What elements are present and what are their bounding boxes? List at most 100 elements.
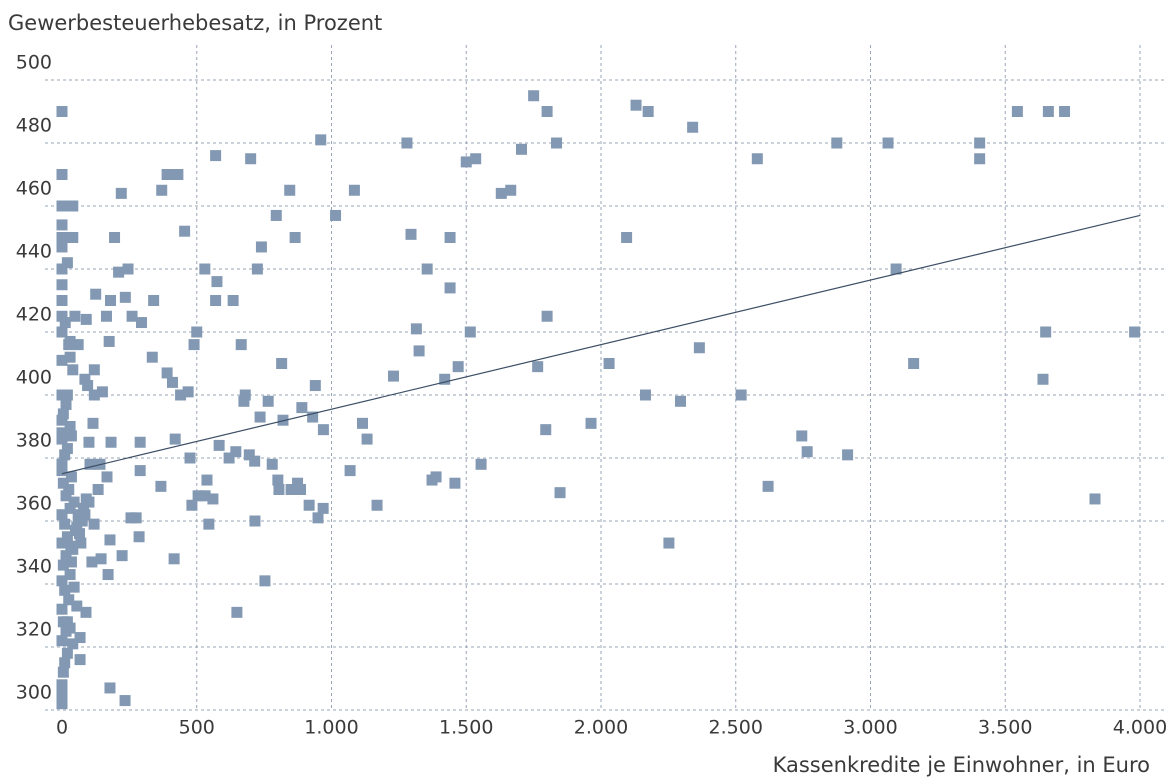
point [56,465,68,477]
point [1059,106,1071,117]
point [460,156,472,168]
point [64,502,76,514]
point [249,515,261,527]
point [1129,326,1141,338]
point [63,484,75,495]
point [56,414,68,426]
point [134,465,146,477]
point [67,232,79,243]
point [495,187,507,199]
x-tick-label: 500 [179,717,215,739]
point [65,556,77,568]
point [639,389,651,401]
point [65,430,77,442]
point [439,373,451,385]
point [908,358,920,369]
point [213,439,225,451]
point [56,537,68,549]
point [203,518,215,530]
point [245,153,257,165]
point [254,411,266,423]
point [249,455,261,467]
point [413,345,425,357]
point [161,367,173,379]
point [64,421,76,432]
point [133,531,145,543]
point [585,417,597,429]
point [630,99,642,111]
point [103,335,115,347]
y-tick-label: 500 [16,52,52,74]
point [61,389,73,401]
point [199,490,211,502]
point [295,484,307,495]
point [882,137,894,149]
y-tick-label: 380 [16,430,52,452]
point [344,465,356,477]
point [551,137,563,149]
point [56,433,68,445]
point [540,424,552,436]
point [470,153,482,165]
point [74,528,86,540]
point [56,354,68,366]
point [371,499,383,511]
y-tick-label: 420 [16,304,52,326]
point [387,370,399,382]
point [675,395,687,407]
point [101,471,113,483]
point [238,395,250,407]
point [76,515,88,527]
point [56,458,68,470]
chart-title: Gewerbesteuerhebesatz, in Prozent [8,11,382,35]
point [88,364,100,376]
point [74,654,86,666]
point [56,679,68,691]
x-tick-label: 1.500 [439,717,493,739]
point [56,635,68,647]
point [56,509,68,521]
point [113,266,125,278]
y-tick-label: 300 [16,682,52,704]
point [292,477,304,489]
point [199,263,211,275]
y-tick-label: 440 [16,241,52,263]
point [201,474,213,486]
x-axis-label: Kassenkredite je Einwohner, in Euro [773,753,1150,777]
point [82,380,94,392]
point [303,499,315,511]
point [80,313,92,325]
point [156,184,168,196]
point [231,606,243,618]
point [312,512,324,524]
point [410,323,422,335]
point [72,339,84,351]
point [126,310,138,322]
point [801,446,813,458]
point [100,310,112,322]
point [693,342,705,354]
point [134,436,146,448]
point [67,543,79,555]
point [974,153,986,165]
point [79,509,91,521]
point [186,499,198,511]
y-tick-label: 320 [16,619,52,641]
point [1040,326,1052,338]
point [56,219,68,231]
point [262,395,274,407]
point [687,121,699,133]
point [243,449,255,461]
point [421,263,433,275]
point [317,424,329,436]
point [75,537,87,549]
point [307,411,319,423]
point [554,487,566,499]
point [289,232,301,243]
point [79,373,91,385]
point [192,490,204,502]
point [71,521,83,533]
point [210,295,222,306]
point [356,417,368,429]
point [105,295,117,306]
